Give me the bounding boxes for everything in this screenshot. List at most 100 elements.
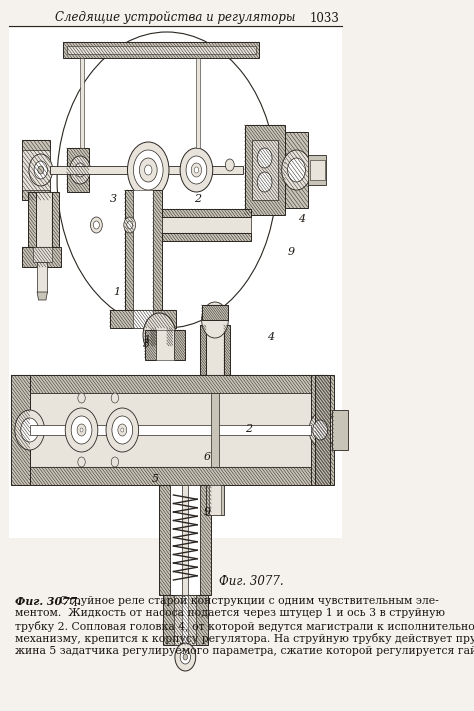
Circle shape — [78, 167, 82, 173]
Bar — [245, 125, 285, 215]
Circle shape — [29, 154, 53, 186]
Bar — [33, 247, 52, 262]
Bar — [67, 148, 89, 192]
Bar — [145, 330, 155, 360]
Circle shape — [21, 418, 38, 442]
Bar — [206, 325, 224, 375]
Circle shape — [70, 156, 91, 184]
Text: 9: 9 — [288, 247, 295, 257]
Circle shape — [282, 150, 311, 190]
Bar — [332, 410, 348, 450]
Circle shape — [65, 408, 98, 452]
Bar — [133, 310, 153, 328]
Bar — [200, 485, 211, 595]
Circle shape — [111, 393, 118, 403]
Circle shape — [124, 217, 136, 233]
Bar — [159, 485, 171, 595]
Bar — [153, 190, 162, 310]
Bar — [224, 325, 230, 375]
Circle shape — [77, 424, 86, 436]
Bar — [174, 330, 185, 360]
Circle shape — [288, 158, 305, 182]
Circle shape — [225, 159, 234, 171]
Circle shape — [257, 172, 272, 192]
Text: Фиг. 3077.: Фиг. 3077. — [15, 596, 81, 607]
Circle shape — [118, 424, 127, 436]
Circle shape — [191, 163, 201, 177]
Text: 2: 2 — [245, 424, 252, 434]
Circle shape — [175, 643, 196, 671]
Bar — [182, 595, 188, 645]
Circle shape — [80, 428, 83, 432]
Bar — [30, 467, 311, 485]
Circle shape — [75, 163, 85, 177]
Circle shape — [38, 166, 44, 174]
Circle shape — [309, 412, 336, 448]
Circle shape — [180, 650, 191, 664]
Bar — [163, 595, 208, 645]
Text: жина 5 задатчика регулируемого параметра, сжатие которой регулируется гай-: жина 5 задатчика регулируемого параметра… — [15, 646, 474, 656]
Text: 5: 5 — [152, 474, 159, 484]
Bar — [109, 310, 176, 328]
Bar — [285, 132, 308, 208]
Bar — [311, 375, 334, 485]
Bar — [52, 192, 59, 247]
Bar — [171, 485, 200, 595]
Circle shape — [180, 148, 213, 192]
Bar — [211, 393, 219, 467]
Text: 6: 6 — [204, 452, 211, 462]
Bar — [22, 247, 61, 267]
Text: Струйное реле старой конструкции с одним чувствительным эле-: Струйное реле старой конструкции с одним… — [55, 596, 438, 606]
Bar — [200, 325, 206, 375]
Circle shape — [112, 416, 133, 444]
Text: 3: 3 — [109, 194, 117, 204]
Circle shape — [127, 221, 133, 229]
Bar — [33, 192, 52, 247]
Bar — [125, 190, 133, 310]
Circle shape — [63, 40, 271, 320]
Circle shape — [133, 150, 163, 190]
Text: механизму, крепится к корпусу регулятора. На струйную трубку действует пру-: механизму, крепится к корпусу регулятора… — [15, 634, 474, 644]
Bar — [310, 160, 325, 180]
Bar — [201, 305, 228, 320]
Circle shape — [313, 420, 328, 440]
Text: Следящие устройства и регуляторы: Следящие устройства и регуляторы — [55, 11, 296, 24]
Polygon shape — [37, 292, 47, 300]
Bar — [22, 140, 50, 200]
Bar — [28, 192, 36, 247]
Circle shape — [91, 217, 102, 233]
Bar — [252, 140, 278, 200]
Bar — [206, 485, 224, 515]
Bar — [50, 166, 243, 174]
Text: 9: 9 — [204, 507, 211, 517]
Bar — [162, 209, 251, 217]
Text: 4: 4 — [298, 214, 305, 224]
Bar — [182, 485, 188, 595]
Bar — [22, 150, 50, 190]
Circle shape — [71, 416, 92, 444]
Bar — [150, 328, 173, 346]
Circle shape — [106, 408, 138, 452]
Bar — [9, 28, 342, 538]
Circle shape — [128, 142, 169, 198]
Bar — [63, 42, 259, 58]
Circle shape — [111, 457, 118, 467]
Bar — [308, 155, 326, 185]
Bar — [133, 190, 153, 310]
Circle shape — [186, 156, 207, 184]
Bar — [196, 58, 200, 148]
Circle shape — [257, 148, 272, 168]
Circle shape — [201, 302, 228, 338]
Bar — [155, 330, 174, 360]
Bar — [167, 328, 173, 346]
Bar — [174, 595, 196, 645]
Circle shape — [121, 428, 124, 432]
Text: Фиг. 3077.: Фиг. 3077. — [219, 575, 283, 588]
Text: 4: 4 — [267, 332, 274, 342]
Text: 1: 1 — [113, 287, 120, 297]
Circle shape — [143, 313, 176, 357]
Text: 1: 1 — [143, 335, 150, 345]
Circle shape — [15, 410, 45, 450]
Circle shape — [145, 165, 152, 175]
Bar — [162, 233, 251, 241]
